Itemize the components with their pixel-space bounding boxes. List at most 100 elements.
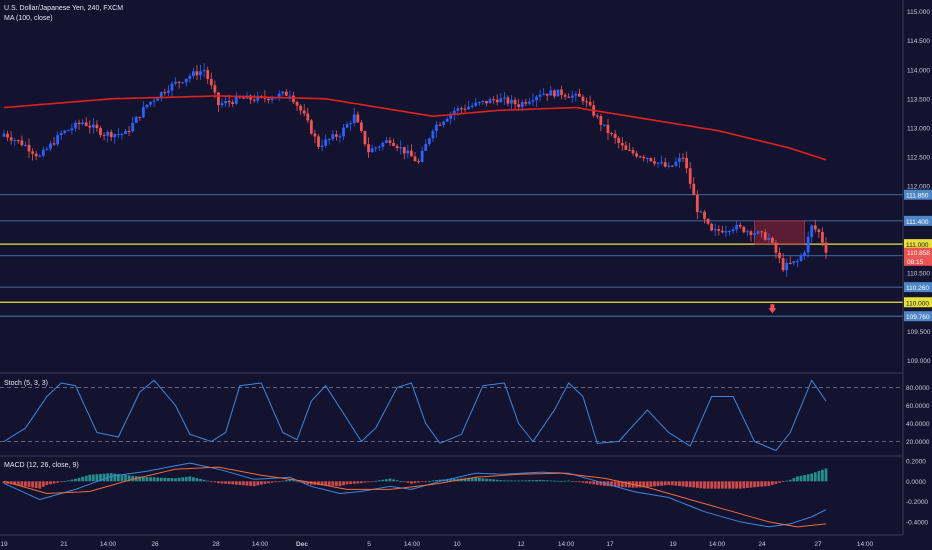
candle-body: [703, 211, 706, 219]
macd-hist-bar: [277, 481, 281, 483]
candle-body: [338, 136, 342, 138]
macd-hist-bar: [81, 476, 85, 482]
candle-body: [685, 157, 689, 169]
macd-hist-bar: [370, 481, 374, 483]
chart-legend: U.S. Dollar/Japanese Yen, 240, FXCM MA (…: [4, 4, 123, 24]
candle-body: [420, 150, 424, 162]
candle-body: [145, 104, 149, 108]
candle-body: [202, 70, 206, 72]
macd-hist-bar: [449, 479, 453, 482]
macd-hist-bar: [284, 480, 288, 482]
candle-body: [460, 108, 463, 110]
macd-hist-bar: [184, 476, 188, 482]
macd-hist-bar: [731, 481, 735, 489]
time-axis-tick: 14:00: [709, 541, 726, 548]
ma-100-line: [3, 95, 827, 161]
candle-body: [535, 96, 538, 101]
stoch-axis-tick: 60.0000: [906, 403, 930, 410]
macd-axis-tick: -0.4000: [906, 519, 928, 526]
macd-hist-bar: [417, 481, 420, 483]
price-tag-label: 110.858: [907, 250, 930, 257]
macd-hist-bar: [774, 481, 778, 484]
candle-body: [152, 100, 156, 102]
level-tag: [904, 282, 932, 293]
price-axis[interactable]: 111.850111.400111.000110.800110.260110.0…: [904, 9, 932, 365]
macd-hist-bar: [620, 481, 624, 488]
time-axis[interactable]: 19 21 14:00 26 28 14:00 Dec 5 14:00 10 12 14:00 17 19…: [0, 541, 873, 548]
macd-hist-bar: [452, 478, 456, 482]
candle-body: [45, 148, 49, 150]
candle-body: [277, 93, 281, 98]
macd-hist-bar: [781, 481, 785, 483]
candle-body: [220, 103, 224, 106]
down-arrow-marker: [768, 304, 777, 314]
macd-hist-bar: [206, 480, 210, 482]
candle-body: [331, 134, 335, 139]
candle-body: [570, 95, 574, 98]
level-tag: [904, 215, 932, 226]
macd-hist-bar: [410, 481, 413, 484]
macd-hist-bar: [574, 481, 578, 483]
candle-body: [224, 100, 227, 104]
candle-body: [217, 92, 220, 106]
candle-body: [485, 100, 488, 104]
macd-hist-bar: [824, 468, 828, 482]
candle-body: [506, 97, 510, 104]
time-axis-tick: 24: [758, 541, 766, 548]
candle-body: [399, 147, 403, 149]
macd-hist-bar: [138, 476, 142, 482]
candle-body: [560, 89, 563, 95]
candle-body: [431, 130, 435, 139]
macd-hist-bar: [688, 481, 692, 488]
macd-hist-bar: [327, 481, 331, 486]
time-axis-tick: 14:00: [857, 541, 874, 548]
candle-body: [167, 90, 170, 93]
candle-body: [385, 140, 388, 143]
macd-hist-bar: [649, 481, 653, 487]
macd-hist-bar: [535, 480, 538, 482]
price-tag-label: 08:15: [907, 259, 924, 266]
macd-pane[interactable]: [2, 462, 828, 528]
macd-legend[interactable]: MACD (12, 26, close, 9): [4, 462, 79, 469]
candle-body: [363, 130, 367, 145]
candle-body: [324, 139, 328, 146]
candle-body: [803, 252, 806, 256]
macd-hist-bar: [320, 481, 324, 486]
macd-hist-bar: [120, 474, 124, 482]
macd-hist-bar: [345, 481, 349, 485]
level-tag: [904, 239, 932, 250]
macd-hist-bar: [681, 481, 685, 487]
macd-hist-bar: [359, 481, 363, 484]
macd-hist-bar: [209, 481, 213, 483]
candle-body: [309, 120, 313, 134]
candle-body: [95, 124, 99, 129]
macd-hist-bar: [445, 479, 449, 482]
macd-hist-bar: [217, 481, 220, 484]
candle-body: [299, 105, 303, 111]
macd-hist-bar: [435, 480, 438, 482]
candle-body: [6, 133, 9, 138]
candle-body: [556, 89, 560, 97]
candle-body: [188, 75, 192, 79]
symbol-title[interactable]: U.S. Dollar/Japanese Yen, 240, FXCM: [4, 5, 124, 12]
stoch-legend[interactable]: Stoch (5, 3, 3): [4, 380, 48, 387]
macd-hist-bar: [192, 477, 195, 482]
macd-hist-bar: [331, 481, 335, 486]
candle-body: [127, 130, 131, 132]
macd-hist-bar: [642, 481, 646, 488]
level-tag-label: 111.000: [906, 242, 929, 249]
candle-body: [292, 95, 295, 103]
candle-body: [20, 140, 24, 146]
candle-body: [56, 134, 60, 145]
macd-hist-bar: [767, 481, 771, 486]
candle-body: [288, 95, 292, 97]
macd-hist-bar: [324, 481, 328, 486]
macd-hist-bar: [796, 476, 799, 482]
stoch-pane[interactable]: [0, 379, 903, 452]
candle-body: [713, 229, 717, 231]
candle-body: [131, 122, 135, 132]
macd-hist-bar: [306, 481, 310, 484]
price-pane[interactable]: [0, 63, 903, 317]
ma-legend[interactable]: MA (100, close): [4, 15, 53, 22]
candle-body: [799, 255, 803, 262]
